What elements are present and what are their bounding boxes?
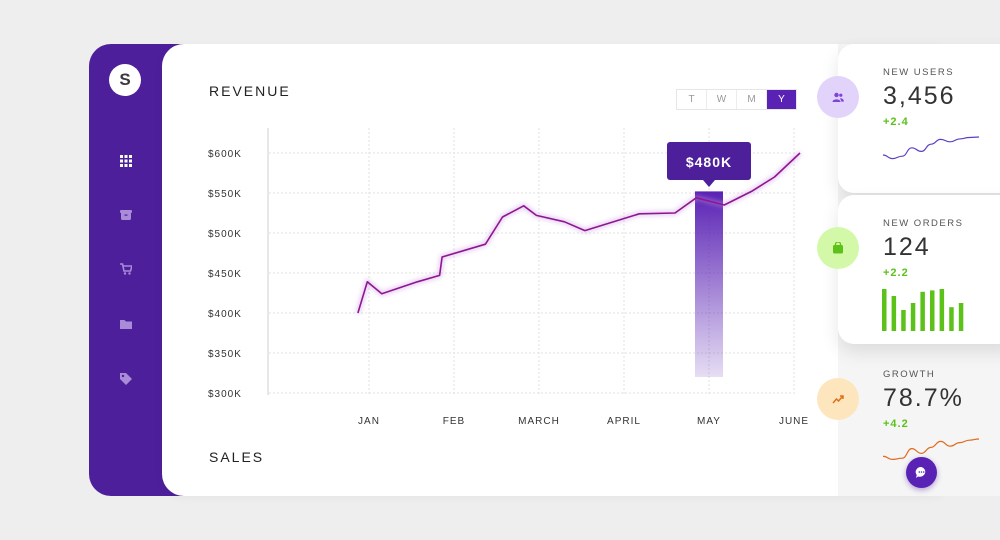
cart-icon[interactable]: [120, 263, 132, 275]
dashboard-app: S REVENUE T W M Y: [89, 44, 1000, 496]
period-selector: T W M Y: [676, 89, 797, 110]
spark-line: [882, 438, 980, 461]
card-label: GROWTH: [883, 369, 936, 380]
box-icon[interactable]: [120, 209, 132, 221]
card-value: 78.7%: [883, 384, 964, 412]
y-tick-label: $500K: [208, 229, 242, 240]
card-value: 124: [883, 233, 931, 261]
period-week[interactable]: W: [707, 90, 737, 109]
chat-icon: [915, 466, 926, 478]
grid-icon[interactable]: [120, 155, 132, 167]
tooltip-label: $480K: [686, 154, 732, 170]
new-users-card[interactable]: NEW USERS 3,456 +2.4: [817, 44, 1000, 193]
chat-button[interactable]: [906, 457, 937, 488]
y-tick-label: $300K: [208, 389, 242, 400]
y-tick-label: $450K: [208, 269, 242, 280]
new-orders-card[interactable]: NEW ORDERS 124 +2.2: [817, 195, 1000, 344]
x-tick-label: MARCH: [518, 416, 560, 427]
x-tick-label: JAN: [358, 416, 380, 427]
growth-card[interactable]: GROWTH 78.7% +4.2: [817, 346, 1000, 496]
may-highlight-bar[interactable]: [695, 191, 723, 377]
card-delta: +2.2: [883, 267, 909, 279]
bag-icon: [817, 227, 859, 269]
users-icon: [817, 76, 859, 118]
main-panel: REVENUE T W M Y $600K $550K $500K $450K $400…: [162, 44, 1000, 496]
period-today[interactable]: T: [677, 90, 707, 109]
card-delta: +2.4: [883, 116, 909, 128]
y-tick-label: $350K: [208, 349, 242, 360]
spark-bar: [958, 303, 964, 331]
y-tick-label: $400K: [208, 309, 242, 320]
x-tick-label: FEB: [443, 416, 465, 427]
revenue-title: REVENUE: [209, 83, 291, 99]
spark-line: [882, 136, 980, 160]
folder-icon[interactable]: [120, 318, 132, 330]
period-month[interactable]: M: [737, 90, 767, 109]
revenue-line: [357, 152, 801, 314]
x-tick-label: MAY: [697, 416, 721, 427]
card-value: 3,456: [883, 82, 956, 110]
spark-bar: [891, 296, 897, 331]
spark-bar: [901, 310, 906, 331]
y-tick-label: $600K: [208, 149, 242, 160]
trend-icon: [817, 378, 859, 420]
users-sparkline: [882, 136, 980, 160]
value-tooltip: $480K: [667, 142, 751, 187]
orders-bar-sparkline: [882, 289, 964, 331]
spark-bar: [882, 289, 887, 331]
spark-bar: [930, 290, 935, 331]
spark-bar: [920, 291, 925, 331]
x-tick-label: JUNE: [779, 416, 809, 427]
y-tick-label: $550K: [208, 189, 242, 200]
spark-bar: [949, 307, 954, 331]
growth-sparkline: [882, 438, 980, 461]
spark-bar: [910, 303, 916, 331]
logo[interactable]: S: [109, 64, 141, 96]
tag-icon[interactable]: [120, 373, 132, 385]
x-tick-label: APRIL: [607, 416, 641, 427]
revenue-chart: $600K $550K $500K $450K $400K $350K $300K JAN F…: [208, 128, 809, 427]
card-label: NEW ORDERS: [883, 218, 964, 229]
card-label: NEW USERS: [883, 67, 955, 78]
period-year[interactable]: Y: [767, 90, 796, 109]
card-delta: +4.2: [883, 418, 909, 430]
sales-title: SALES: [209, 449, 265, 465]
spark-bar: [939, 289, 945, 331]
